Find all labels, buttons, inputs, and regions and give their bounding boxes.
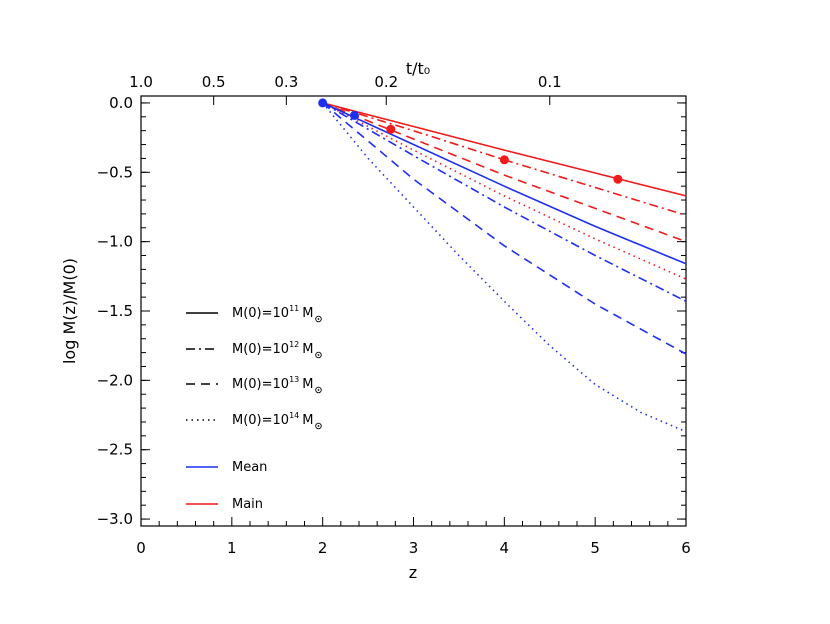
top-tick-label: 0.3 xyxy=(274,73,298,91)
solar-mass-symbol-dot xyxy=(317,389,320,391)
y-tick-label: −0.5 xyxy=(97,163,133,181)
y-tick-label: −1.0 xyxy=(97,233,133,251)
x-tick-label: 0 xyxy=(136,539,146,557)
data-point-marker xyxy=(386,124,396,134)
legend-label-3: M(0)=1014 M xyxy=(232,411,313,428)
data-point-marker xyxy=(613,174,623,184)
y-axis-title: log M(z)/M(0) xyxy=(60,258,79,364)
data-point-marker xyxy=(499,155,509,165)
legend-label-4: Mean xyxy=(232,460,267,475)
legend-label-5: Main xyxy=(232,497,263,512)
legend-label-2: M(0)=1013 M xyxy=(232,375,313,392)
solar-mass-symbol-dot xyxy=(317,318,320,320)
data-point-marker xyxy=(349,110,359,120)
series-mean-10-11 xyxy=(322,102,687,265)
x-tick-label: 1 xyxy=(227,539,237,557)
plot-frame xyxy=(140,95,687,527)
series-main-10-13 xyxy=(322,102,687,243)
ticks-layer: 0 1 2 3 4 5 6 0.0 −0.5 −1.0 −1.5 −2.0 −2.5 −3.0 1.0 0.5… xyxy=(97,73,691,557)
y-tick-label: −3.0 xyxy=(97,510,133,528)
y-tick-label: −2.0 xyxy=(97,371,133,389)
top-tick-label: 0.5 xyxy=(202,73,226,91)
top-tick-label: 0.2 xyxy=(374,73,398,91)
top-tick-label: 1.0 xyxy=(129,73,153,91)
y-tick-label: 0.0 xyxy=(109,94,133,112)
solar-mass-symbol-dot xyxy=(317,354,320,356)
x-tick-label: 4 xyxy=(500,539,510,557)
x-tick-label: 3 xyxy=(409,539,419,557)
x-axis-title: z xyxy=(409,563,417,582)
x-tick-label: 2 xyxy=(318,539,328,557)
legend-label-1: M(0)=1012 M xyxy=(232,340,313,357)
y-tick-label: −2.5 xyxy=(97,441,133,459)
solar-mass-symbol xyxy=(315,386,322,394)
y-tick-label: −1.5 xyxy=(97,302,133,320)
series-main-10-14 xyxy=(322,102,687,280)
legend-label-0: M(0)=1011 M xyxy=(232,304,313,321)
solar-mass-symbol xyxy=(315,422,322,430)
series-mean-10-14 xyxy=(322,102,687,433)
solar-mass-symbol xyxy=(315,315,322,323)
top-tick-label: 0.1 xyxy=(538,73,562,91)
series-layer xyxy=(322,102,687,433)
series-mean-10-13 xyxy=(322,102,687,355)
legend: M(0)=1011 M M(0)=1012 M M(0)=1013 M M(0)=1014 M… xyxy=(186,304,322,512)
series-mean-10-12 xyxy=(322,102,687,303)
solar-mass-symbol-dot xyxy=(317,425,320,427)
x-tick-label: 6 xyxy=(681,539,691,557)
data-point-marker xyxy=(318,98,328,108)
x-tick-label: 5 xyxy=(590,539,600,557)
series-main-10-11 xyxy=(322,102,687,197)
solar-mass-symbol xyxy=(315,351,322,359)
top-axis-title: t/t₀ xyxy=(406,59,430,78)
marker-layer xyxy=(318,98,623,184)
